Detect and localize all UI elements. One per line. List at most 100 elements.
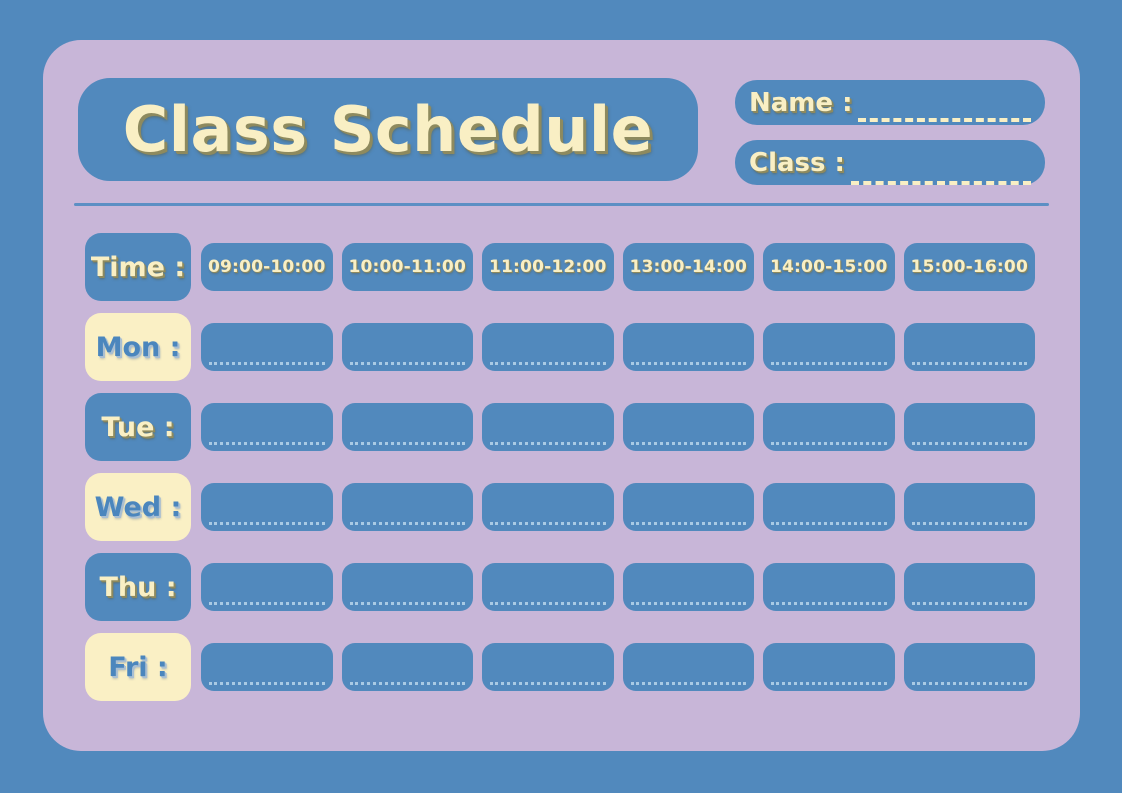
time-slot-pill: 10:00-11:00 (341, 243, 473, 291)
schedule-day-row: Fri : (85, 633, 1035, 701)
schedule-day-row: Tue : (85, 393, 1035, 461)
schedule-entry-input[interactable] (490, 602, 606, 605)
schedule-entry-cell[interactable] (341, 643, 473, 691)
schedule-entry-input[interactable] (911, 362, 1027, 365)
schedule-entry-input[interactable] (911, 442, 1027, 445)
schedule-entry-input[interactable] (630, 362, 746, 365)
schedule-card: Class Schedule Name : Class : Time : 09:0… (43, 40, 1080, 751)
name-input[interactable] (858, 96, 1031, 122)
schedule-entry-cell[interactable] (482, 643, 614, 691)
schedule-entry-input[interactable] (349, 602, 465, 605)
schedule-entry-input[interactable] (209, 522, 325, 525)
schedule-entry-input[interactable] (349, 442, 465, 445)
schedule-entry-input[interactable] (630, 442, 746, 445)
day-label: Wed : (94, 491, 182, 523)
schedule-entry-cell[interactable] (622, 403, 754, 451)
schedule-entry-input[interactable] (349, 362, 465, 365)
schedule-entry-input[interactable] (771, 602, 887, 605)
time-slot-label: 11:00-12:00 (489, 257, 607, 277)
schedule-entry-cell[interactable] (341, 403, 473, 451)
schedule-entry-cell[interactable] (903, 563, 1035, 611)
schedule-entry-cell[interactable] (201, 483, 333, 531)
schedule-entry-input[interactable] (911, 602, 1027, 605)
schedule-entry-cell[interactable] (482, 403, 614, 451)
schedule-entry-input[interactable] (209, 682, 325, 685)
schedule-entry-cell[interactable] (341, 483, 473, 531)
schedule-entry-input[interactable] (490, 362, 606, 365)
time-slot-label: 10:00-11:00 (348, 257, 466, 277)
time-header-label-box: Time : (85, 233, 191, 301)
schedule-entry-input[interactable] (911, 682, 1027, 685)
schedule-entry-input[interactable] (209, 442, 325, 445)
schedule-entry-cell[interactable] (763, 483, 895, 531)
schedule-entry-input[interactable] (771, 442, 887, 445)
name-field-row[interactable]: Name : (735, 80, 1045, 125)
schedule-entry-cell[interactable] (622, 323, 754, 371)
schedule-entry-input[interactable] (911, 522, 1027, 525)
day-label-box: Wed : (85, 473, 191, 541)
schedule-entry-cell[interactable] (482, 483, 614, 531)
day-label: Fri : (108, 651, 168, 683)
schedule-entry-cell[interactable] (622, 563, 754, 611)
page-title: Class Schedule (122, 93, 654, 166)
schedule-entry-cell[interactable] (763, 323, 895, 371)
time-slot-pill: 14:00-15:00 (763, 243, 895, 291)
schedule-entry-input[interactable] (630, 602, 746, 605)
schedule-entry-input[interactable] (771, 682, 887, 685)
time-slot-label: 13:00-14:00 (629, 257, 747, 277)
schedule-entry-cell[interactable] (201, 563, 333, 611)
class-label: Class : (749, 147, 845, 178)
schedule-entry-cell[interactable] (341, 563, 473, 611)
schedule-entry-cell[interactable] (763, 643, 895, 691)
time-slot-label: 09:00-10:00 (208, 257, 326, 277)
schedule-entry-cell[interactable] (763, 563, 895, 611)
schedule-day-row: Wed : (85, 473, 1035, 541)
time-slot-list: 09:00-10:00 10:00-11:00 11:00-12:00 13:00-1… (201, 243, 1035, 291)
schedule-entry-input[interactable] (771, 362, 887, 365)
schedule-entry-cell[interactable] (903, 483, 1035, 531)
time-slot-pill: 13:00-14:00 (622, 243, 754, 291)
schedule-entry-cell[interactable] (201, 403, 333, 451)
schedule-entry-input[interactable] (349, 682, 465, 685)
schedule-entry-input[interactable] (490, 442, 606, 445)
schedule-entry-cell[interactable] (201, 323, 333, 371)
schedule-day-row: Thu : (85, 553, 1035, 621)
schedule-entry-cell[interactable] (201, 643, 333, 691)
day-label: Mon : (95, 331, 181, 363)
schedule-entry-input[interactable] (209, 602, 325, 605)
day-label-box: Thu : (85, 553, 191, 621)
time-header-row: Time : 09:00-10:00 10:00-11:00 11:00-12:00 1… (85, 233, 1035, 301)
schedule-entry-cell[interactable] (763, 403, 895, 451)
day-entry-list (201, 403, 1035, 451)
day-label: Thu : (99, 571, 177, 603)
schedule-entry-cell[interactable] (622, 643, 754, 691)
schedule-entry-cell[interactable] (903, 323, 1035, 371)
schedule-entry-input[interactable] (209, 362, 325, 365)
schedule-entry-cell[interactable] (622, 483, 754, 531)
schedule-entry-cell[interactable] (482, 563, 614, 611)
schedule-entry-cell[interactable] (341, 323, 473, 371)
class-input[interactable] (850, 159, 1031, 185)
schedule-entry-cell[interactable] (903, 643, 1035, 691)
day-entry-list (201, 643, 1035, 691)
time-slot-pill: 09:00-10:00 (201, 243, 333, 291)
schedule-entry-input[interactable] (349, 522, 465, 525)
schedule-grid: Time : 09:00-10:00 10:00-11:00 11:00-12:00 1… (85, 233, 1035, 701)
name-label: Name : (749, 87, 853, 118)
time-slot-pill: 15:00-16:00 (903, 243, 1035, 291)
day-label-box: Mon : (85, 313, 191, 381)
time-header-label: Time : (90, 251, 186, 283)
schedule-entry-cell[interactable] (482, 323, 614, 371)
day-entry-list (201, 323, 1035, 371)
time-slot-label: 14:00-15:00 (770, 257, 888, 277)
day-label: Tue : (101, 411, 175, 443)
class-field-row[interactable]: Class : (735, 140, 1045, 185)
time-slot-pill: 11:00-12:00 (482, 243, 614, 291)
schedule-entry-input[interactable] (630, 522, 746, 525)
schedule-entry-cell[interactable] (903, 403, 1035, 451)
schedule-entry-input[interactable] (630, 682, 746, 685)
day-entry-list (201, 483, 1035, 531)
schedule-entry-input[interactable] (771, 522, 887, 525)
schedule-entry-input[interactable] (490, 522, 606, 525)
schedule-entry-input[interactable] (490, 682, 606, 685)
